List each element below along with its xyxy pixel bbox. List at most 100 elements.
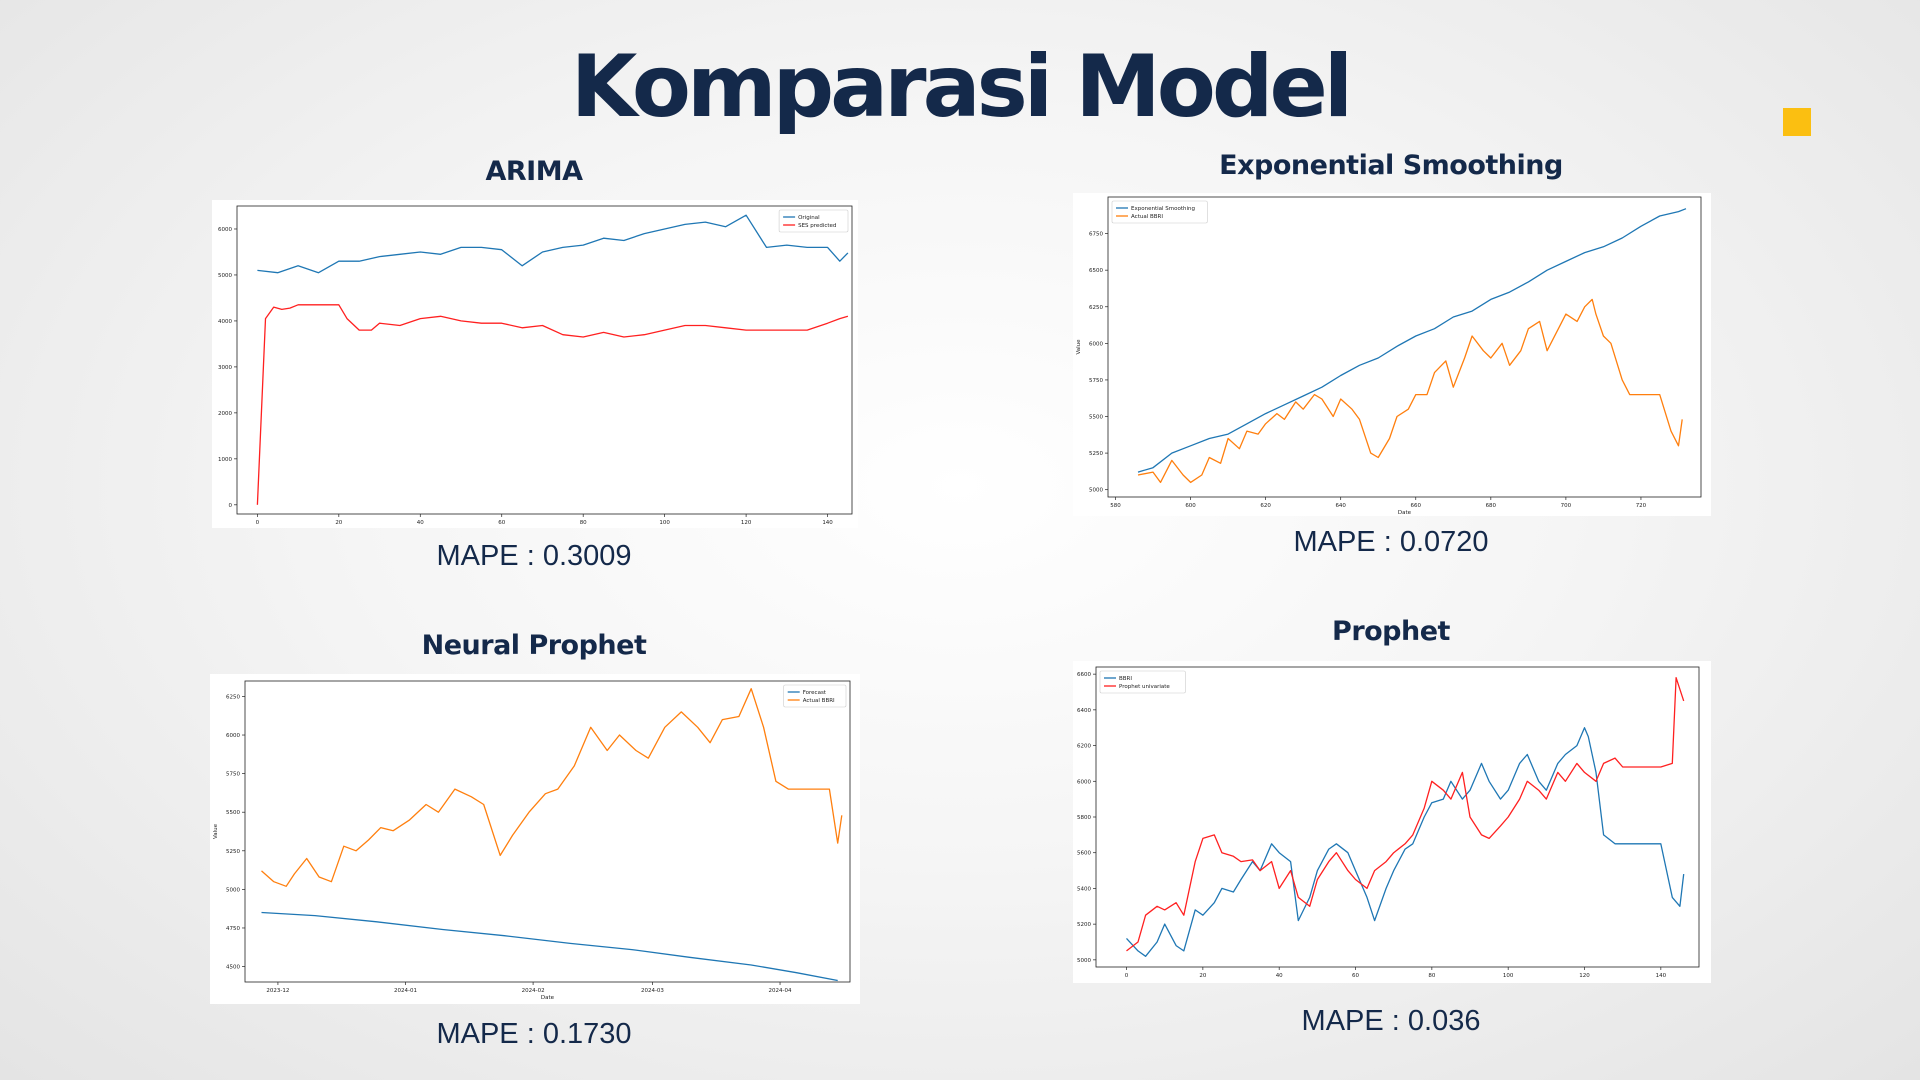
y-tick-label: 1000	[218, 457, 232, 463]
mape-neural-prophet: MAPE : 0.1730	[436, 1018, 632, 1050]
y-tick-label: 2000	[218, 411, 232, 417]
legend-label: BBRI	[1119, 676, 1132, 682]
x-tick-label: 2024-01	[394, 988, 417, 994]
x-tick-label: 80	[580, 520, 587, 526]
y-tick-label: 6200	[1077, 744, 1091, 750]
y-tick-label: 4500	[226, 965, 240, 971]
chart-prophet-svg: 0 20 40 60 80 100 120 140 5000 5200 5400 5600 5800 60…	[1077, 666, 1700, 979]
y-tick-label: 6600	[1077, 672, 1091, 678]
legend-label: Prophet univariate	[1119, 684, 1170, 690]
y-tick-label: 5500	[1089, 415, 1103, 421]
x-tick-label: 680	[1486, 503, 1497, 509]
y-tick-label: 6000	[1077, 779, 1091, 785]
legend-label: Forecast	[803, 690, 827, 696]
y-tick-label: 5400	[1077, 886, 1091, 892]
x-axis-label: Date	[1398, 510, 1412, 516]
y-tick-label: 5500	[226, 810, 240, 816]
y-tick-label: 3000	[218, 365, 232, 371]
chart-prophet: 0 20 40 60 80 100 120 140 5000 5200 5400 5600 5800 60…	[1073, 661, 1711, 983]
series-line-actual-bbri	[261, 688, 843, 887]
series-line-actual-bbri	[1137, 298, 1683, 484]
y-tick-label: 5800	[1077, 815, 1091, 821]
series-line-forecast	[261, 911, 838, 982]
mape-exponential-smoothing: MAPE : 0.0720	[1293, 526, 1489, 558]
y-tick-label: 5200	[1077, 922, 1091, 928]
page-title: Komparasi Model	[570, 37, 1354, 137]
y-tick-label: 6000	[1089, 341, 1103, 347]
x-axis-label: Date	[541, 995, 555, 1001]
x-tick-label: 600	[1185, 503, 1196, 509]
x-tick-label: 20	[335, 520, 342, 526]
x-tick-label: 640	[1335, 503, 1346, 509]
legend-label: Exponential Smoothing	[1131, 206, 1195, 212]
panel-title-prophet: Prophet	[1332, 616, 1450, 647]
accent-square	[1783, 108, 1811, 136]
x-tick-label: 100	[659, 520, 670, 526]
legend-box	[778, 209, 849, 233]
y-tick-label: 5750	[226, 772, 240, 778]
plot-frame	[1107, 196, 1702, 498]
series-line-exponential-smoothing	[1137, 208, 1687, 473]
series-line-bbri	[1126, 727, 1685, 957]
y-tick-label: 6250	[1089, 305, 1103, 311]
y-tick-label: 5000	[218, 273, 232, 279]
x-tick-label: 60	[498, 520, 505, 526]
plot-frame	[1095, 666, 1700, 968]
y-tick-label: 6250	[226, 694, 240, 700]
chart-exponential-smoothing: 580 600 620 640 660 680 700 720 5000 5250 5500 5750…	[1073, 193, 1711, 516]
x-tick-label: 2024-03	[641, 988, 664, 994]
x-tick-label: 720	[1636, 503, 1647, 509]
y-tick-label: 5250	[1089, 451, 1103, 457]
x-tick-label: 660	[1411, 503, 1422, 509]
x-tick-label: 80	[1428, 973, 1435, 979]
y-tick-label: 5250	[226, 849, 240, 855]
panel-title-neural-prophet: Neural Prophet	[421, 630, 647, 661]
chart-arima-svg: 0 20 40 60 80 100 120 140 0 1000 2000 3000 4000 5000 6…	[218, 205, 853, 526]
x-tick-label: 0	[256, 520, 260, 526]
chart-exponential-smoothing-svg: 580 600 620 640 660 680 700 720 5000 5250 5500 5750…	[1076, 196, 1702, 516]
y-tick-label: 5000	[226, 887, 240, 893]
panel-title-arima: ARIMA	[485, 156, 584, 187]
x-tick-label: 620	[1260, 503, 1271, 509]
series-line-original	[257, 214, 849, 274]
y-axis-label: Value	[1076, 339, 1082, 355]
x-tick-label: 2023-12	[266, 988, 289, 994]
x-tick-label: 2024-04	[769, 988, 792, 994]
legend-box	[1111, 200, 1208, 224]
y-tick-label: 5600	[1077, 851, 1091, 857]
panel-title-exponential-smoothing: Exponential Smoothing	[1219, 150, 1563, 181]
x-tick-label: 40	[417, 520, 424, 526]
chart-neural-prophet: 2023-12 2024-01 2024-02 2024-03 2024-04 4500 4…	[210, 674, 860, 1004]
mape-prophet: MAPE : 0.036	[1301, 1005, 1481, 1037]
y-tick-label: 4000	[218, 319, 232, 325]
legend-box	[783, 684, 847, 708]
y-tick-label: 6400	[1077, 708, 1091, 714]
x-tick-label: 20	[1199, 973, 1206, 979]
mape-arima: MAPE : 0.3009	[436, 540, 632, 572]
plot-frame	[244, 680, 851, 983]
chart-arima: 0 20 40 60 80 100 120 140 0 1000 2000 3000 4000 5000 6…	[212, 200, 858, 528]
legend-box	[1099, 670, 1186, 694]
y-tick-label: 6000	[218, 227, 232, 233]
legend-label: Original	[798, 215, 820, 221]
y-axis-label: Value	[213, 823, 219, 839]
x-tick-label: 0	[1125, 973, 1129, 979]
y-tick-label: 5000	[1089, 488, 1103, 494]
y-tick-label: 5000	[1077, 958, 1091, 964]
x-tick-label: 120	[1579, 973, 1590, 979]
y-tick-label: 0	[229, 503, 233, 509]
y-tick-label: 6500	[1089, 268, 1103, 274]
chart-neural-prophet-svg: 2023-12 2024-01 2024-02 2024-03 2024-04 4500 4…	[213, 680, 851, 1001]
x-tick-label: 60	[1352, 973, 1359, 979]
plot-frame	[236, 205, 853, 515]
x-tick-label: 100	[1503, 973, 1514, 979]
x-tick-label: 140	[1656, 973, 1667, 979]
legend-label: SES predicted	[798, 223, 836, 229]
x-tick-label: 140	[822, 520, 833, 526]
legend-label: Actual BBRI	[803, 698, 835, 704]
x-tick-label: 700	[1561, 503, 1572, 509]
x-tick-label: 2024-02	[522, 988, 545, 994]
y-tick-label: 4750	[226, 926, 240, 932]
legend-label: Actual BBRI	[1131, 214, 1163, 220]
series-line-ses-predicted	[256, 304, 849, 505]
